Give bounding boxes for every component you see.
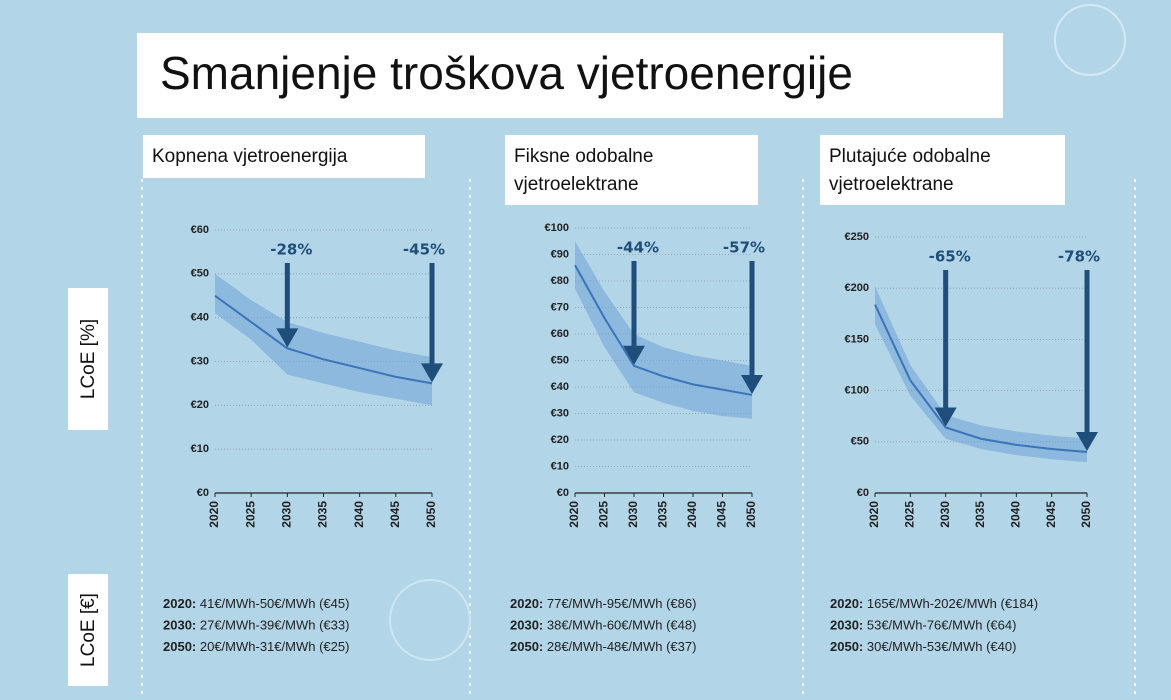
note-year: 2050: — [830, 639, 863, 654]
y-tick-label: €20 — [551, 434, 569, 446]
note-text: 30€/MWh-53€/MWh (€40) — [863, 639, 1016, 654]
note: 2020: 77€/MWh-95€/MWh (€86) — [510, 596, 696, 611]
note-year: 2020: — [163, 596, 196, 611]
range-band — [664, 347, 694, 411]
x-tick-label: 2025 — [243, 501, 257, 528]
x-tick-label: 2030 — [626, 501, 640, 528]
y-tick-label: €40 — [191, 312, 209, 324]
annotation-label: -65% — [929, 248, 971, 266]
annotation-label: -28% — [270, 241, 312, 259]
slide: Smanjenje troškova vjetroenergije LCoE [… — [0, 0, 1171, 700]
x-tick-label: 2025 — [597, 501, 611, 528]
note-year: 2030: — [510, 618, 543, 633]
note-year: 2020: — [830, 596, 863, 611]
note-text: 38€/MWh-60€/MWh (€48) — [543, 618, 696, 633]
note: 2050: 20€/MWh-31€/MWh (€25) — [163, 639, 349, 654]
chart-title: vjetroelektrane — [514, 174, 639, 195]
y-tick-label: €50 — [191, 268, 209, 280]
note-text: 41€/MWh-50€/MWh (€45) — [196, 596, 349, 611]
x-tick-label: 2035 — [656, 501, 670, 528]
note: 2020: 41€/MWh-50€/MWh (€45) — [163, 596, 349, 611]
x-tick-label: 2020 — [207, 501, 221, 528]
y-tick-label: €0 — [857, 487, 869, 499]
y-tick-label: €0 — [557, 487, 569, 499]
y-tick-label: €50 — [851, 436, 869, 448]
x-tick-label: 2045 — [1044, 501, 1058, 528]
x-tick-label: 2040 — [685, 501, 699, 528]
y-tick-label: €70 — [551, 301, 569, 313]
y-tick-label: €10 — [191, 443, 209, 455]
y-tick-label: €10 — [551, 460, 569, 472]
y-tick-label: €250 — [845, 231, 869, 243]
y-tick-label: €100 — [545, 222, 569, 234]
x-tick-label: 2040 — [1009, 501, 1023, 528]
note-text: 77€/MWh-95€/MWh (€86) — [543, 596, 696, 611]
chart-title: Plutajuće odobalne — [829, 146, 991, 167]
annotation-label: -45% — [403, 241, 445, 259]
x-tick-label: 2035 — [316, 501, 330, 528]
note-year: 2030: — [830, 618, 863, 633]
y-tick-label: €0 — [197, 487, 209, 499]
range-band — [324, 333, 360, 392]
note-text: 27€/MWh-39€/MWh (€33) — [196, 618, 349, 633]
y-tick-label: €100 — [845, 385, 869, 397]
slide-title: Smanjenje troškova vjetroenergije — [160, 47, 853, 99]
y-tick-label: €80 — [551, 275, 569, 287]
x-tick-label: 2025 — [903, 501, 917, 528]
side-label: LCoE [€] — [78, 593, 99, 667]
annotation-label: -57% — [723, 239, 765, 257]
y-tick-label: €50 — [551, 354, 569, 366]
x-tick-label: 2020 — [867, 501, 881, 528]
y-tick-label: €60 — [191, 224, 209, 236]
x-tick-label: 2050 — [1079, 501, 1093, 528]
x-tick-label: 2030 — [280, 501, 294, 528]
note: 2050: 28€/MWh-48€/MWh (€37) — [510, 639, 696, 654]
x-tick-label: 2020 — [567, 501, 581, 528]
note-text: 20€/MWh-31€/MWh (€25) — [196, 639, 349, 654]
note: 2030: 27€/MWh-39€/MWh (€33) — [163, 618, 349, 633]
note: 2050: 30€/MWh-53€/MWh (€40) — [830, 639, 1016, 654]
y-tick-label: €30 — [551, 407, 569, 419]
note: 2030: 38€/MWh-60€/MWh (€48) — [510, 618, 696, 633]
y-tick-label: €60 — [551, 328, 569, 340]
y-tick-label: €20 — [191, 399, 209, 411]
note-text: 53€/MWh-76€/MWh (€64) — [863, 618, 1016, 633]
x-tick-label: 2050 — [424, 501, 438, 528]
y-tick-label: €200 — [845, 282, 869, 294]
chart-title: vjetroelektrane — [829, 174, 954, 195]
note-year: 2030: — [163, 618, 196, 633]
x-tick-label: 2045 — [388, 501, 402, 528]
side-label: LCoE [%] — [78, 319, 99, 399]
note-year: 2050: — [163, 639, 196, 654]
chart-title: Kopnena vjetroenergija — [152, 146, 348, 167]
chart-title: Fiksne odobalne — [514, 146, 653, 167]
x-tick-label: 2040 — [352, 501, 366, 528]
x-tick-label: 2030 — [938, 501, 952, 528]
note: 2030: 53€/MWh-76€/MWh (€64) — [830, 618, 1016, 633]
note-year: 2020: — [510, 596, 543, 611]
y-tick-label: €90 — [551, 248, 569, 260]
annotation-label: -44% — [617, 239, 659, 257]
note-text: 28€/MWh-48€/MWh (€37) — [543, 639, 696, 654]
y-tick-label: €30 — [191, 355, 209, 367]
x-tick-label: 2045 — [715, 501, 729, 528]
x-tick-label: 2035 — [973, 501, 987, 528]
annotation-label: -78% — [1058, 248, 1100, 266]
y-tick-label: €40 — [551, 381, 569, 393]
y-tick-label: €150 — [845, 333, 869, 345]
note: 2020: 165€/MWh-202€/MWh (€184) — [830, 596, 1038, 611]
note-year: 2050: — [510, 639, 543, 654]
note-text: 165€/MWh-202€/MWh (€184) — [863, 596, 1038, 611]
x-tick-label: 2050 — [744, 501, 758, 528]
